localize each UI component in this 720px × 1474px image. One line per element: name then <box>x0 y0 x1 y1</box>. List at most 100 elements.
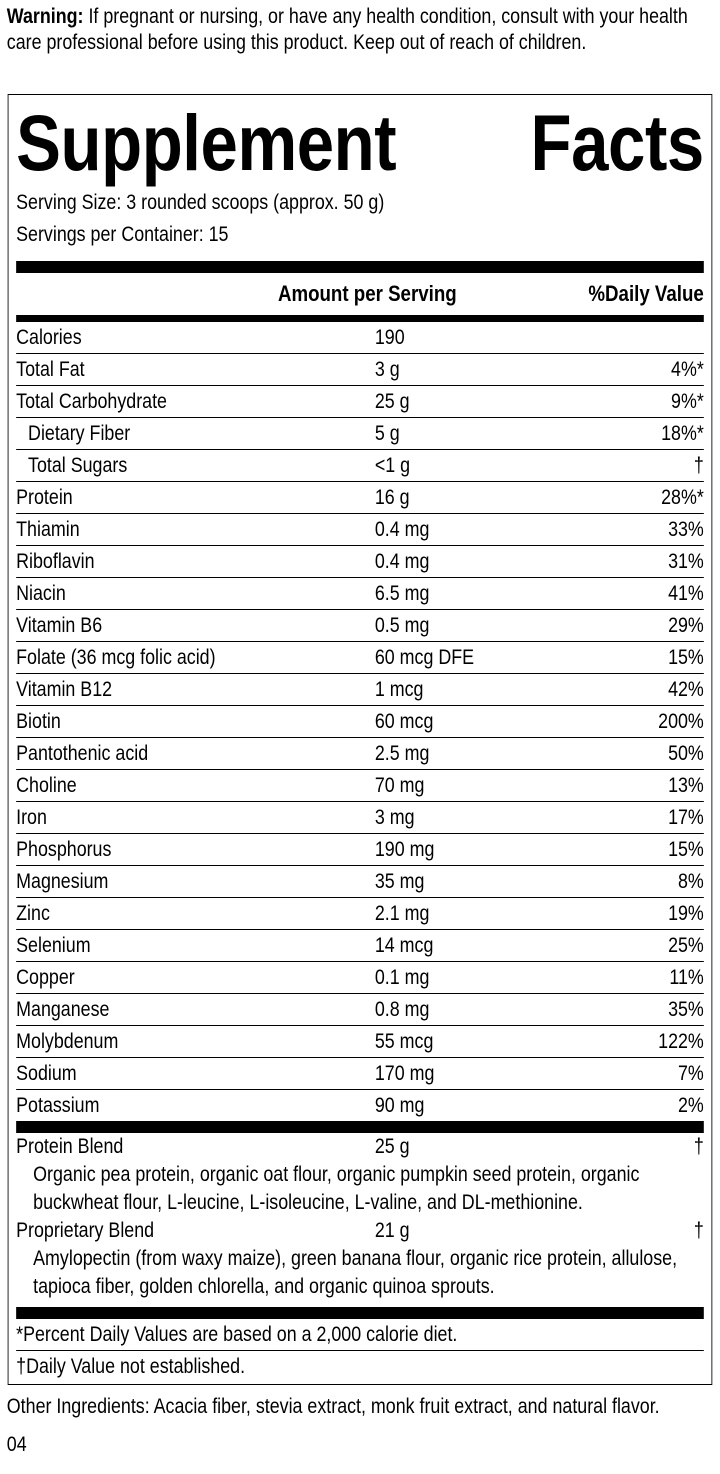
nutrient-name: Copper <box>16 966 75 989</box>
nutrient-amount: 3 mg <box>374 806 415 829</box>
nutrient-name: Riboflavin <box>16 550 95 573</box>
nutrient-row: Biotin 60 mcg 200% <box>16 706 704 738</box>
nutrient-name: Folate (36 mcg folic acid) <box>16 646 216 669</box>
nutrient-row: Choline 70 mg 13% <box>16 770 704 802</box>
serving-size: Serving Size: 3 rounded scoops (approx. … <box>16 191 385 214</box>
nutrient-row: Total Fat 3 g 4%* <box>16 354 704 386</box>
nutrient-row: Protein 16 g 28%* <box>16 482 704 514</box>
nutrient-name: Vitamin B12 <box>16 678 113 701</box>
nutrient-name: Phosphorus <box>16 838 112 861</box>
footnote-dv: *Percent Daily Values are based on a 2,0… <box>16 1319 704 1351</box>
nutrient-dv: 15% <box>668 646 704 669</box>
nutrient-amount: 55 mcg <box>374 1030 434 1053</box>
nutrient-row: Iron 3 mg 17% <box>16 802 704 834</box>
warning-label: Warning: <box>6 5 84 28</box>
dv-header: %Daily Value <box>588 281 704 306</box>
nutrient-amount: 0.8 mg <box>374 998 430 1021</box>
nutrient-dv: 18%* <box>661 422 704 445</box>
nutrient-dv: 200% <box>658 710 704 733</box>
nutrient-amount: 0.4 mg <box>374 518 430 541</box>
nutrient-dv: 11% <box>669 966 704 989</box>
nutrient-row: Riboflavin 0.4 mg 31% <box>16 546 704 578</box>
nutrient-dv: 122% <box>658 1030 704 1053</box>
divider-thick <box>16 261 704 273</box>
nutrient-dv: 28%* <box>661 486 704 509</box>
nutrient-row: Total Sugars <1 g † <box>16 450 704 482</box>
nutrient-amount: 5 g <box>374 422 400 445</box>
nutrient-amount: 0.5 mg <box>374 614 430 637</box>
label-code: 04 <box>6 1433 27 1456</box>
nutrient-name: Pantothenic acid <box>16 742 149 765</box>
nutrient-row: Molybdenum 55 mcg 122% <box>16 1026 704 1058</box>
blend-dv: † <box>693 1135 704 1158</box>
nutrient-row: Copper 0.1 mg 11% <box>16 962 704 994</box>
panel-title: Supplement Facts <box>16 103 704 187</box>
blend-dv: † <box>693 1219 704 1242</box>
nutrient-amount: 16 g <box>374 486 410 509</box>
blend-amount: 25 g <box>374 1135 410 1158</box>
nutrient-row: Selenium 14 mcg 25% <box>16 930 704 962</box>
nutrient-row: Niacin 6.5 mg 41% <box>16 578 704 610</box>
warning-text: Warning: If pregnant or nursing, or have… <box>0 0 720 90</box>
blend-amount: 21 g <box>374 1219 410 1242</box>
nutrient-amount: 6.5 mg <box>374 582 430 605</box>
nutrient-amount: 14 mcg <box>374 934 434 957</box>
amount-header: Amount per Serving <box>277 281 457 306</box>
nutrient-name: Selenium <box>16 934 91 957</box>
nutrient-dv: 25% <box>668 934 704 957</box>
nutrient-dv: 31% <box>668 550 704 573</box>
nutrient-name: Vitamin B6 <box>16 614 103 637</box>
nutrient-row: Dietary Fiber 5 g 18%* <box>16 418 704 450</box>
nutrient-name: Zinc <box>16 902 50 925</box>
blend-item: Proprietary Blend 21 g † Amylopectin (from … <box>16 1217 704 1301</box>
nutrient-dv: 7% <box>677 1062 704 1085</box>
nutrient-amount: 3 g <box>374 358 400 381</box>
nutrient-row: Potassium 90 mg 2% <box>16 1090 704 1121</box>
nutrient-name: Dietary Fiber <box>28 422 131 445</box>
nutrient-amount: 60 mcg <box>374 710 434 733</box>
nutrient-row: Sodium 170 mg 7% <box>16 1058 704 1090</box>
nutrient-amount: 0.1 mg <box>374 966 430 989</box>
footnote-dagger: †Daily Value not established. <box>16 1355 246 1378</box>
title-facts: Facts <box>530 98 705 187</box>
nutrient-row: Pantothenic acid 2.5 mg 50% <box>16 738 704 770</box>
nutrient-row: Magnesium 35 mg 8% <box>16 866 704 898</box>
nutrient-row: Total Carbohydrate 25 g 9%* <box>16 386 704 418</box>
divider-thick <box>16 1307 704 1319</box>
servings-per-container: Servings per Container: 15 <box>16 223 229 246</box>
nutrient-row: Vitamin B12 1 mcg 42% <box>16 674 704 706</box>
nutrient-amount: 1 mcg <box>374 678 424 701</box>
nutrient-dv: 2% <box>677 1094 704 1117</box>
nutrient-dv: 8% <box>677 870 704 893</box>
nutrient-dv: 29% <box>668 614 704 637</box>
nutrient-name: Potassium <box>16 1094 100 1117</box>
title-supplement: Supplement <box>16 98 397 187</box>
other-ingredients: Other Ingredients: Acacia fiber, stevia … <box>6 1395 660 1418</box>
nutrient-dv: 35% <box>668 998 704 1021</box>
nutrient-name: Total Fat <box>16 358 85 381</box>
nutrient-dv: 33% <box>668 518 704 541</box>
nutrient-row: Zinc 2.1 mg 19% <box>16 898 704 930</box>
nutrient-amount: 90 mg <box>374 1094 425 1117</box>
nutrient-name: Manganese <box>16 998 110 1021</box>
nutrient-amount: 70 mg <box>374 774 425 797</box>
divider-thick <box>16 1121 704 1133</box>
nutrient-name: Calories <box>16 326 82 349</box>
nutrient-name: Magnesium <box>16 870 109 893</box>
nutrient-row: Calories 190 <box>16 322 704 354</box>
nutrient-dv: 19% <box>668 902 704 925</box>
nutrient-amount: 190 mg <box>374 838 435 861</box>
nutrient-row: Folate (36 mcg folic acid) 60 mcg DFE 15% <box>16 642 704 674</box>
blend-description: Amylopectin (from waxy maize), green ban… <box>33 1247 678 1298</box>
nutrient-name: Choline <box>16 774 77 797</box>
nutrient-amount: 35 mg <box>374 870 425 893</box>
nutrient-name: Total Carbohydrate <box>16 390 167 413</box>
blend-name: Proprietary Blend <box>16 1219 155 1242</box>
nutrient-amount: 60 mcg DFE <box>374 646 475 669</box>
nutrient-row: Thiamin 0.4 mg 33% <box>16 514 704 546</box>
nutrient-name: Sodium <box>16 1062 77 1085</box>
nutrient-amount: 190 <box>374 326 405 349</box>
nutrient-amount: 170 mg <box>374 1062 435 1085</box>
nutrient-name: Niacin <box>16 582 66 605</box>
